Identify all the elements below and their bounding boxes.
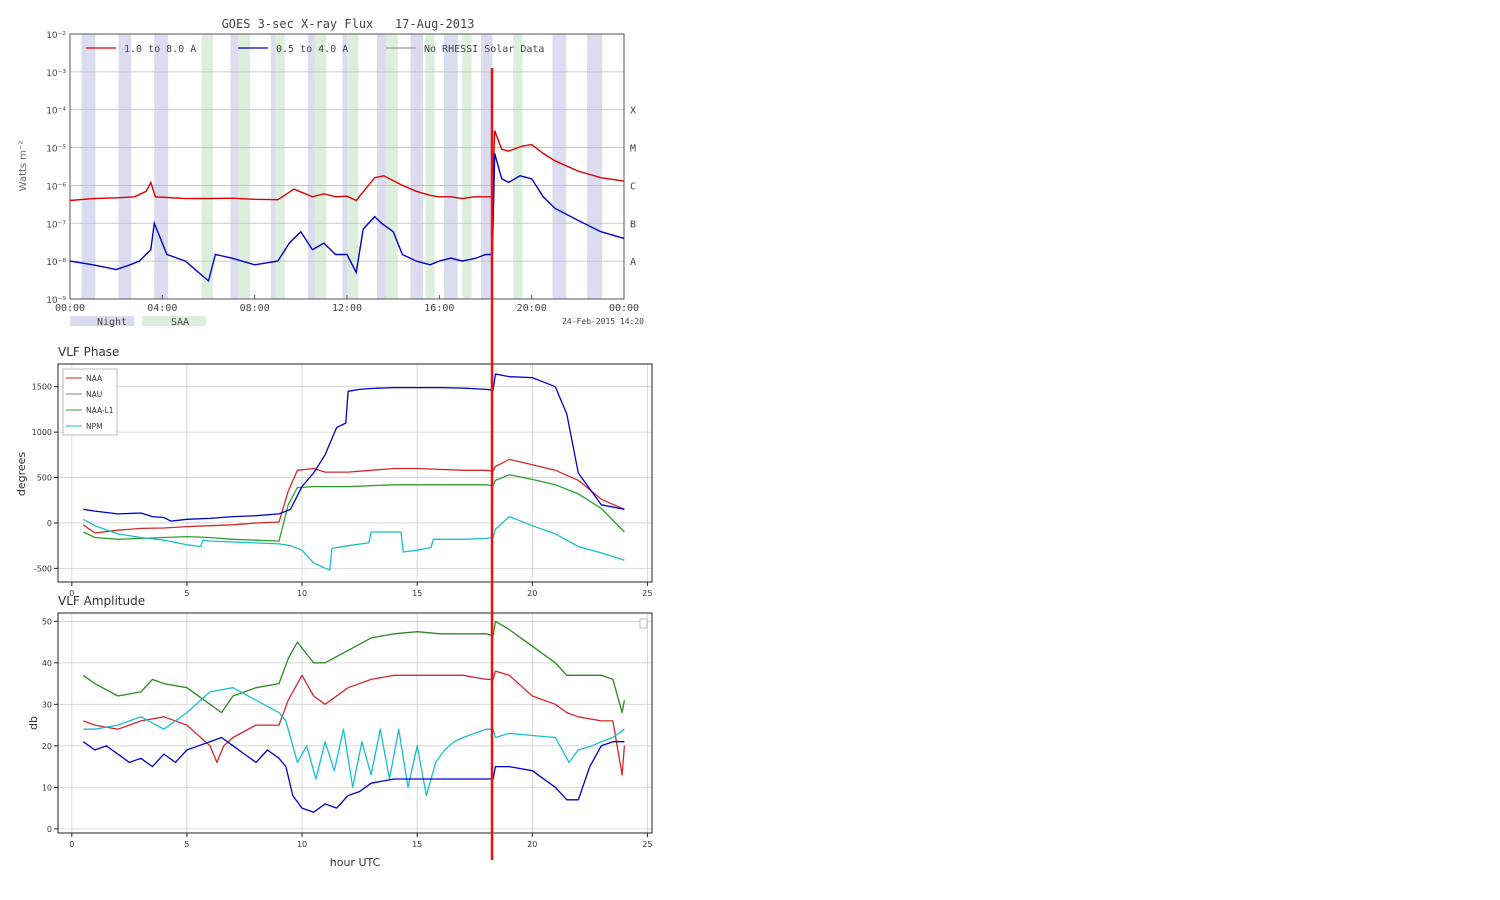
phase-ylabel: degrees: [15, 452, 28, 497]
amplitude-series-line-naa: [83, 670, 626, 776]
amplitude-xlabel: hour UTC: [330, 856, 381, 869]
goes-legend: 1.0 to 8.0 A 0.5 to 4.0 A No RHESSI Sola…: [86, 44, 544, 55]
phase-x-tick-label: 10: [297, 589, 307, 598]
phase-x-tick-label: 20: [527, 589, 537, 598]
night-band: [587, 34, 603, 299]
saa-band: [386, 34, 398, 299]
goes-x-tick-label: 16:00: [424, 303, 454, 314]
amplitude-x-tick-label: 0: [69, 840, 74, 849]
night-band: [154, 34, 169, 299]
amplitude-x-tick-label: 15: [412, 840, 422, 849]
goes-timestamp: 24-Feb-2015 14:20: [562, 317, 644, 326]
phase-legend-box: [62, 368, 118, 436]
flare-class-label: C: [630, 181, 636, 192]
saa-key-label: SAA: [171, 317, 189, 328]
amplitude-series-line-npm: [83, 687, 625, 797]
night-key-swatch: [70, 316, 134, 326]
phase-legend-label-nau: NAU: [86, 390, 102, 399]
phase-title: VLF Phase: [58, 345, 119, 359]
amplitude-y-tick-label: 10: [42, 783, 52, 792]
goes-y-tick-label: 10⁻⁹: [46, 296, 66, 306]
goes-x-tick-label: 04:00: [147, 303, 177, 314]
phase-series-line-naa: [82, 458, 625, 534]
saa-key-swatch: [142, 316, 206, 326]
amplitude-x-tick-label: 10: [297, 840, 307, 849]
phase-x-tick-label: 25: [642, 589, 652, 598]
legend-label-no-rhessi: No RHESSI Solar Data: [424, 44, 544, 55]
vlf-phase-panel: VLF Phase degrees 0 5 10 15 20 25 -500 0 500 1000…: [15, 345, 653, 598]
amplitude-plot-frame: [57, 612, 653, 834]
legend-label-long-channel: 1.0 to 8.0 A: [124, 44, 196, 55]
flare-class-label: X: [630, 106, 636, 117]
saa-band: [314, 34, 327, 299]
phase-x-tick-label: 0: [69, 589, 74, 598]
goes-title: GOES 3-sec X-ray Flux 17-Aug-2013: [222, 17, 475, 31]
phase-legend-label-naa: NAA: [86, 374, 103, 383]
amplitude-y-tick-label: 0: [47, 825, 52, 834]
amplitude-y-tick-label: 30: [42, 700, 52, 709]
saa-band: [275, 34, 285, 299]
phase-series-line-naa-l1: [83, 474, 625, 542]
phase-legend: NAA NAU NAA-L1 NPM: [62, 368, 118, 436]
saa-band: [201, 34, 214, 299]
goes-long-channel-line: [69, 130, 625, 202]
phase-y-tick-label: 500: [37, 474, 52, 483]
phase-y-tick-label: 0: [47, 519, 52, 528]
goes-y-tick-label: 10⁻²: [46, 31, 66, 41]
phase-series-line-unlabeled: [83, 373, 625, 522]
goes-x-tick-label: 00:00: [609, 303, 639, 314]
amplitude-x-tick-label: 20: [527, 840, 537, 849]
night-band: [443, 34, 458, 299]
saa-band: [513, 34, 523, 299]
night-band: [480, 34, 493, 299]
phase-plot-frame: [57, 363, 653, 583]
night-band: [552, 34, 567, 299]
vlf-amplitude-panel: VLF Amplitude db hour UTC 0 5 10 15 20 25 0 10 2…: [27, 594, 653, 869]
goes-y-tick-label: 10⁻⁴: [46, 107, 66, 117]
night-band: [410, 34, 424, 299]
night-band: [81, 34, 96, 299]
amplitude-title: VLF Amplitude: [58, 594, 145, 608]
goes-short-channel-line: [69, 153, 625, 283]
phase-series-line-npm: [82, 515, 625, 571]
goes-x-tick-label: 08:00: [240, 303, 270, 314]
phase-legend-label-naa-l1: NAA-L1: [86, 406, 114, 415]
amplitude-x-tick-label: 25: [642, 840, 652, 849]
amplitude-ylabel: db: [27, 716, 40, 730]
phase-y-tick-label: -500: [34, 564, 52, 573]
saa-band: [462, 34, 472, 299]
saa-band: [425, 34, 435, 299]
goes-ylabel: Watts m⁻²: [18, 141, 29, 192]
amplitude-x-tick-label: 5: [184, 840, 189, 849]
flare-class-label: M: [630, 144, 636, 155]
phase-x-tick-label: 15: [412, 589, 422, 598]
phase-y-tick-label: 1500: [32, 383, 52, 392]
amplitude-legend-stub: [639, 618, 648, 629]
amplitude-y-tick-label: 40: [42, 659, 52, 668]
goes-xray-panel: GOES 3-sec X-ray Flux 17-Aug-2013 Watts …: [18, 17, 644, 328]
goes-x-tick-label: 12:00: [332, 303, 362, 314]
goes-y-tick-label: 10⁻⁵: [46, 145, 66, 155]
amplitude-series-line-unlabeled: [82, 736, 625, 813]
phase-y-tick-label: 1000: [32, 428, 52, 437]
night-key-label: Night: [97, 317, 127, 328]
flare-class-label: B: [630, 219, 636, 230]
goes-x-tick-label: 20:00: [517, 303, 547, 314]
legend-label-short-channel: 0.5 to 4.0 A: [276, 44, 348, 55]
saa-band: [347, 34, 359, 299]
goes-y-tick-label: 10⁻⁸: [46, 258, 66, 268]
goes-y-tick-label: 10⁻³: [46, 69, 66, 79]
amplitude-series-line-naa-l1: [82, 620, 626, 714]
goes-y-tick-label: 10⁻⁶: [46, 182, 66, 192]
phase-legend-label-npm: NPM: [86, 422, 103, 431]
flare-class-label: A: [630, 257, 636, 268]
amplitude-y-tick-label: 20: [42, 742, 52, 751]
night-band: [118, 34, 132, 299]
goes-y-tick-label: 10⁻⁷: [46, 220, 66, 230]
amplitude-y-tick-label: 50: [42, 617, 52, 626]
goes-x-tick-label: 00:00: [55, 303, 85, 314]
saa-band: [238, 34, 251, 299]
phase-x-tick-label: 5: [184, 589, 189, 598]
